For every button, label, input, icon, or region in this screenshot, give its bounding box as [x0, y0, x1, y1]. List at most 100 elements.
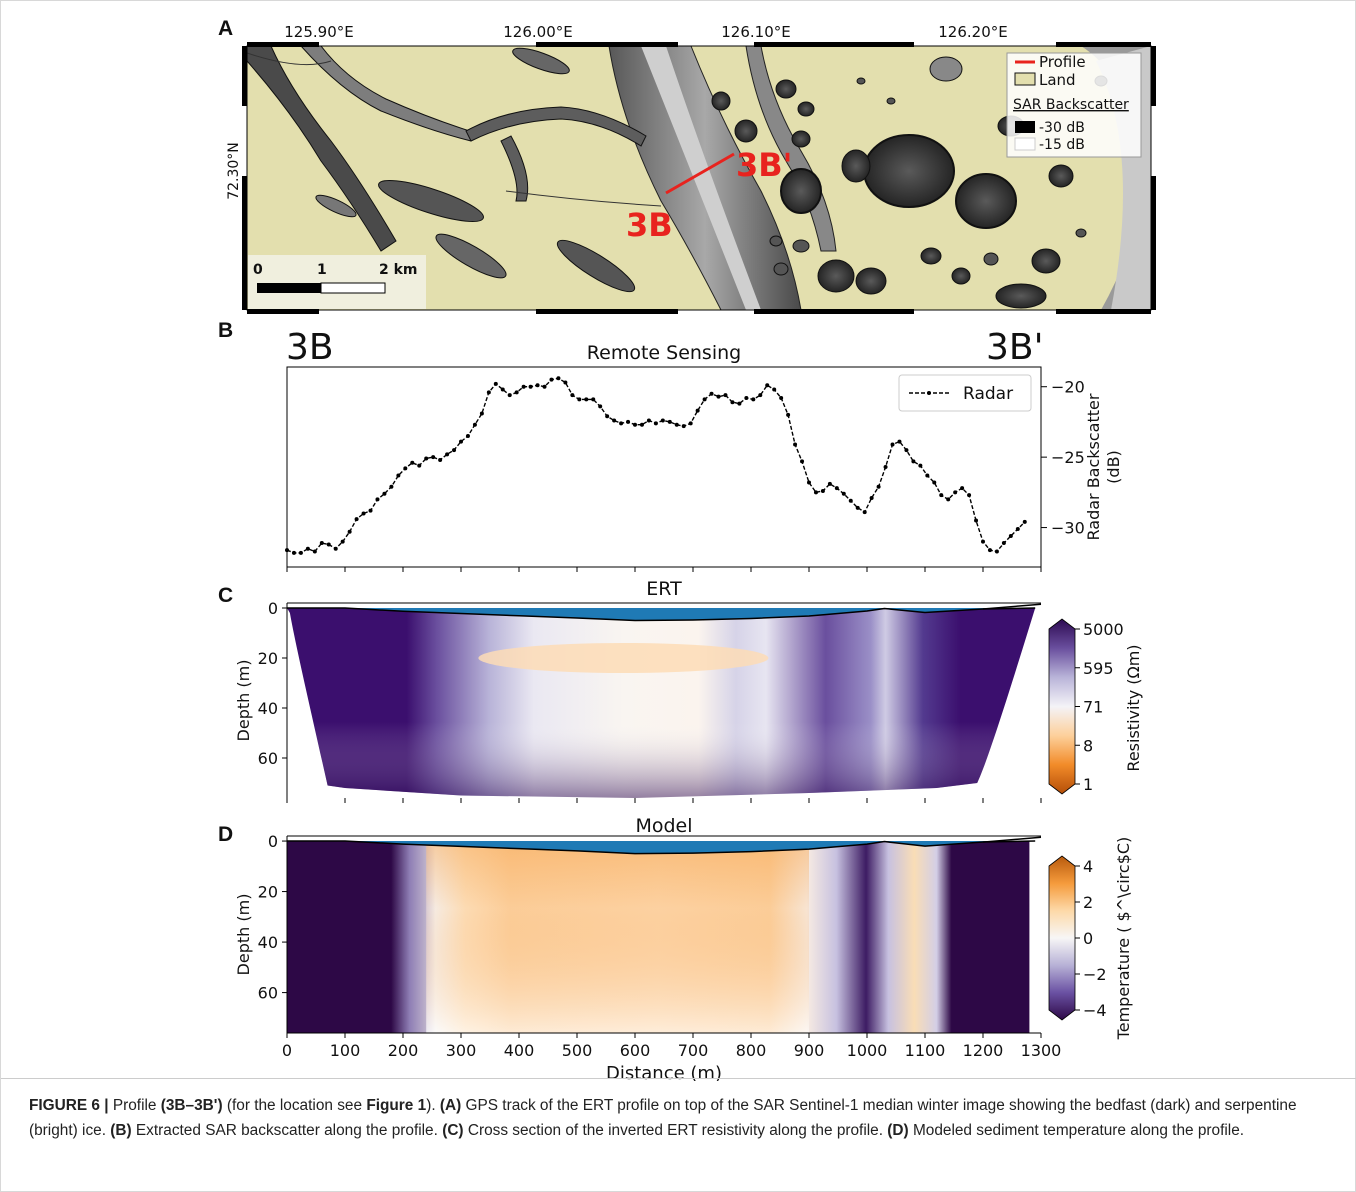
- caption-figure-ref[interactable]: Figure 1: [366, 1097, 427, 1114]
- legend-swatch-dot: [927, 391, 931, 395]
- lat-tick: 72.30°N: [226, 142, 242, 200]
- data-point: [953, 490, 958, 495]
- colorbar: [1048, 618, 1076, 795]
- data-point: [709, 391, 714, 396]
- caption-divider: [1, 1078, 1356, 1079]
- data-point: [535, 383, 540, 388]
- data-point: [639, 422, 644, 427]
- data-point: [584, 397, 589, 402]
- data-point: [563, 380, 568, 385]
- data-point: [974, 518, 979, 523]
- y-tick-label: 60: [258, 984, 278, 1003]
- colorbar-tick-label: 8: [1083, 736, 1093, 755]
- data-point: [445, 452, 450, 457]
- data-point: [1015, 526, 1020, 531]
- data-point: [633, 422, 637, 427]
- data-point: [994, 549, 999, 554]
- data-point: [507, 393, 512, 398]
- data-point: [730, 400, 735, 405]
- x-tick-label: 1100: [905, 1041, 946, 1060]
- caption-bold-b: (B): [110, 1122, 132, 1139]
- x-tick-label: 300: [446, 1041, 477, 1060]
- data-point: [375, 497, 380, 502]
- colorbar-tick-label: 1: [1083, 775, 1093, 794]
- data-point: [758, 393, 763, 398]
- y-tick-label: −25: [1051, 448, 1085, 467]
- data-point: [765, 383, 770, 388]
- data-point: [813, 490, 818, 495]
- caption-text-2: (for the location see: [222, 1097, 367, 1114]
- data-point: [981, 539, 985, 544]
- caption-bold-c: (C): [442, 1122, 464, 1139]
- sar-map: 125.90°E 126.00°E 126.10°E 126.20°E 72.3…: [226, 23, 1156, 314]
- data-point: [925, 473, 930, 478]
- temperature-warm-overlay: [426, 841, 809, 1033]
- data-point: [793, 442, 798, 447]
- x-axis-label: Distance (m): [606, 1063, 722, 1081]
- chart-title: ERT: [646, 578, 682, 600]
- map-legend: Profile Land SAR Backscatter -30 dB -15 …: [1006, 52, 1142, 158]
- y-tick-label: 20: [258, 649, 278, 668]
- panel-label-b: B: [218, 319, 234, 342]
- data-point: [319, 541, 324, 546]
- data-point: [876, 484, 881, 489]
- colorbar-tick-label: 0: [1083, 929, 1093, 948]
- data-point: [465, 434, 470, 439]
- data-point: [939, 493, 944, 498]
- x-tick-label: 600: [620, 1041, 651, 1060]
- legend-land-label: Land: [1039, 71, 1076, 89]
- data-point: [681, 424, 686, 429]
- data-point: [452, 448, 457, 453]
- legend-sar-title: SAR Backscatter: [1013, 97, 1129, 113]
- legend-low-label: -30 dB: [1039, 120, 1085, 136]
- y-axis-label: Depth (m): [234, 660, 253, 742]
- lon-tick-2: 126.00°E: [503, 23, 572, 41]
- data-point: [340, 539, 345, 544]
- data-point: [285, 548, 289, 553]
- y-axis-label-2: (dB): [1104, 450, 1123, 484]
- data-point: [695, 408, 700, 413]
- water-layer: [287, 841, 1036, 854]
- caption-figure-label: FIGURE 6 |: [29, 1097, 109, 1114]
- x-tick-label: 500: [562, 1041, 593, 1060]
- data-point: [987, 548, 992, 553]
- scalebar-1: 1: [317, 262, 327, 278]
- data-point: [605, 414, 610, 419]
- low-resistivity-zone: [478, 643, 769, 673]
- x-tick-label: 1300: [1021, 1041, 1062, 1060]
- lake-bottom-line: [287, 840, 1036, 855]
- data-point: [702, 397, 707, 402]
- caption-text-6: Cross section of the inverted ERT resist…: [463, 1122, 888, 1139]
- colorbar-label: Temperature ( $^\circ$C): [1114, 837, 1133, 1041]
- colorbar-tick-label: −2: [1083, 965, 1107, 984]
- data-point: [946, 497, 951, 502]
- caption-bold-a: (A): [439, 1097, 462, 1114]
- x-tick-label: 800: [736, 1041, 767, 1060]
- shore-line: [982, 836, 1042, 843]
- colorbar-tick-label: 4: [1083, 857, 1093, 876]
- panel-label-d: D: [218, 823, 234, 846]
- scalebar-2: 2 km: [379, 262, 418, 278]
- colorbar-tick-label: −4: [1083, 1001, 1107, 1020]
- data-point: [967, 493, 972, 498]
- y-tick-label: 20: [258, 883, 278, 902]
- data-point: [626, 419, 631, 424]
- data-point: [653, 421, 658, 426]
- corner-label-left: 3B: [286, 327, 334, 368]
- y-tick-label: 0: [268, 599, 278, 618]
- colorbar-label: Resistivity (Ωm): [1124, 644, 1143, 771]
- data-point: [389, 484, 394, 489]
- data-point: [347, 529, 352, 534]
- data-point: [333, 546, 338, 551]
- y-tick-label: −20: [1051, 378, 1085, 397]
- data-point: [667, 419, 672, 424]
- data-point: [486, 390, 491, 395]
- data-point: [291, 550, 296, 555]
- data-point: [779, 395, 784, 400]
- colorbar-tick-label: 2: [1083, 893, 1093, 912]
- data-point: [855, 505, 860, 510]
- data-point: [326, 542, 331, 547]
- data-point: [827, 481, 832, 486]
